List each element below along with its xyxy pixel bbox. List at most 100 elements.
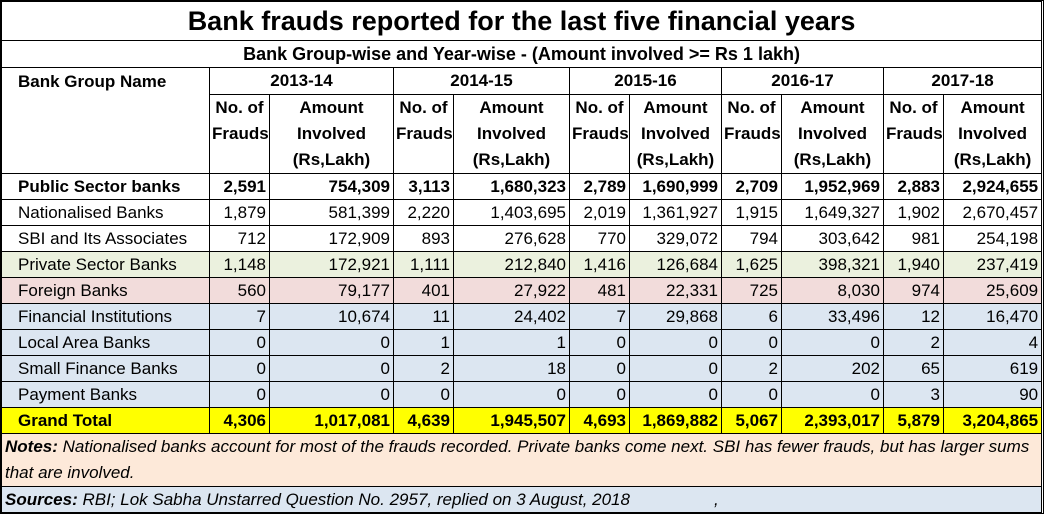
amount-header-line1: Amount [629, 94, 722, 121]
bank-group-name: Public Sector banks [1, 173, 210, 200]
sources: Sources: RBI; Lok Sabha Unstarred Questi… [0, 486, 1043, 513]
frauds-count-cell: 3 [883, 381, 944, 408]
amount-cell: 581,399 [269, 199, 394, 226]
amount-header-line2: Involved [781, 121, 884, 147]
frauds-count-cell: 0 [393, 381, 454, 408]
amount-cell: 2,670,457 [942, 199, 1043, 226]
amount-cell: 0 [269, 381, 394, 408]
frauds-count-cell: 0 [721, 381, 782, 408]
sources-label: Sources: [5, 489, 78, 509]
frauds-count-cell: 7 [569, 303, 630, 330]
amount-cell: 1 [453, 329, 570, 356]
table-row: Small Finance Banks 0 0 2 18 0 0 2 202 65 619 [1, 355, 1043, 382]
year-header: 2015-16 [569, 67, 722, 95]
amount-header-line3: (Rs,Lakh) [453, 147, 570, 174]
amount-cell: 126,684 [629, 251, 722, 278]
amount-header-line2: Involved [453, 121, 570, 147]
amount-header-line3: (Rs,Lakh) [629, 147, 722, 174]
amount-header-line1: Amount [942, 94, 1043, 121]
frauds-count-cell: 0 [569, 355, 630, 382]
amount-cell: 254,198 [942, 225, 1043, 252]
bank-group-name: Small Finance Banks [1, 355, 210, 382]
amount-cell: 237,419 [942, 251, 1043, 278]
frauds-header-line1: No. of [393, 94, 454, 121]
amount-cell: 329,072 [629, 225, 722, 252]
bank-group-name: Financial Institutions [1, 303, 210, 330]
frauds-count-cell: 2,789 [569, 173, 630, 200]
amount-cell: 0 [453, 381, 570, 408]
amount-cell: 1,017,081 [269, 407, 394, 434]
frauds-count-cell: 0 [569, 329, 630, 356]
frauds-count-cell: 1,915 [721, 199, 782, 226]
amount-cell: 3,204,865 [942, 407, 1043, 434]
frauds-count-cell: 974 [883, 277, 944, 304]
frauds-count-cell: 2 [883, 329, 944, 356]
frauds-count-cell: 1,416 [569, 251, 630, 278]
frauds-count-cell: 2 [721, 355, 782, 382]
amount-cell: 90 [942, 381, 1043, 408]
amount-cell: 172,921 [269, 251, 394, 278]
frauds-count-cell: 2,709 [721, 173, 782, 200]
frauds-count-cell: 2,019 [569, 199, 630, 226]
bank-group-name: Grand Total [1, 407, 210, 434]
frauds-count-cell: 2,220 [393, 199, 454, 226]
amount-cell: 22,331 [629, 277, 722, 304]
bank-group-header: Bank Group Name [1, 67, 210, 174]
sources-row: Sources: RBI; Lok Sabha Unstarred Questi… [0, 486, 1043, 513]
bank-group-name: Private Sector Banks [1, 251, 210, 278]
amount-cell: 1,952,969 [781, 173, 884, 200]
frauds-count-cell: 4,693 [569, 407, 630, 434]
frauds-count-cell: 11 [393, 303, 454, 330]
frauds-count-cell: 4,306 [209, 407, 270, 434]
table-row: Public Sector banks 2,591 754,309 3,113 1,68… [1, 173, 1043, 200]
amount-cell: 1,403,695 [453, 199, 570, 226]
amount-cell: 24,402 [453, 303, 570, 330]
frauds-count-cell: 0 [721, 329, 782, 356]
frauds-header-line1: No. of [721, 94, 782, 121]
frauds-count-cell: 725 [721, 277, 782, 304]
amount-cell: 4 [942, 329, 1043, 356]
year-header: 2014-15 [393, 67, 570, 95]
frauds-count-cell: 5,879 [883, 407, 944, 434]
frauds-count-cell: 712 [209, 225, 270, 252]
frauds-count-cell: 0 [209, 329, 270, 356]
year-header: 2013-14 [209, 67, 394, 95]
amount-cell: 2,924,655 [942, 173, 1043, 200]
table-row: Financial Institutions 7 10,674 11 24,402 7 29… [1, 303, 1043, 330]
table-row: Nationalised Banks 1,879 581,399 2,220 1,403… [1, 199, 1043, 226]
table-row: Local Area Banks 0 0 1 1 0 0 0 0 2 4 [1, 329, 1043, 356]
bank-group-name: SBI and Its Associates [1, 225, 210, 252]
amount-cell: 0 [781, 381, 884, 408]
amount-cell: 0 [629, 355, 722, 382]
amount-cell: 0 [629, 329, 722, 356]
table-row: Private Sector Banks 1,148 172,921 1,111 212… [1, 251, 1043, 278]
frauds-count-cell: 1,148 [209, 251, 270, 278]
amount-cell: 33,496 [781, 303, 884, 330]
sources-text: RBI; Lok Sabha Unstarred Question No. 29… [77, 489, 630, 509]
frauds-header-line2: Frauds [569, 121, 630, 174]
sources-trailing-mark: , [713, 489, 719, 509]
frauds-header-line2: Frauds [209, 121, 270, 174]
amount-header-line3: (Rs,Lakh) [781, 147, 884, 174]
amount-cell: 172,909 [269, 225, 394, 252]
amount-header-line3: (Rs,Lakh) [269, 147, 394, 174]
bank-group-name: Foreign Banks [1, 277, 210, 304]
frauds-header-line2: Frauds [393, 121, 454, 174]
frauds-count-cell: 794 [721, 225, 782, 252]
frauds-count-cell: 65 [883, 355, 944, 382]
amount-cell: 29,868 [629, 303, 722, 330]
amount-cell: 1,690,999 [629, 173, 722, 200]
bank-group-name: Local Area Banks [1, 329, 210, 356]
frauds-count-cell: 481 [569, 277, 630, 304]
notes-row: Notes: Nationalised banks account for mo… [0, 433, 1043, 487]
amount-cell: 1,361,927 [629, 199, 722, 226]
amount-cell: 0 [269, 329, 394, 356]
amount-header-line1: Amount [453, 94, 570, 121]
frauds-count-cell: 1,940 [883, 251, 944, 278]
notes: Notes: Nationalised banks account for mo… [0, 433, 1043, 487]
frauds-count-cell: 0 [209, 355, 270, 382]
frauds-count-cell: 401 [393, 277, 454, 304]
amount-cell: 398,321 [781, 251, 884, 278]
amount-header-line2: Involved [942, 121, 1043, 147]
